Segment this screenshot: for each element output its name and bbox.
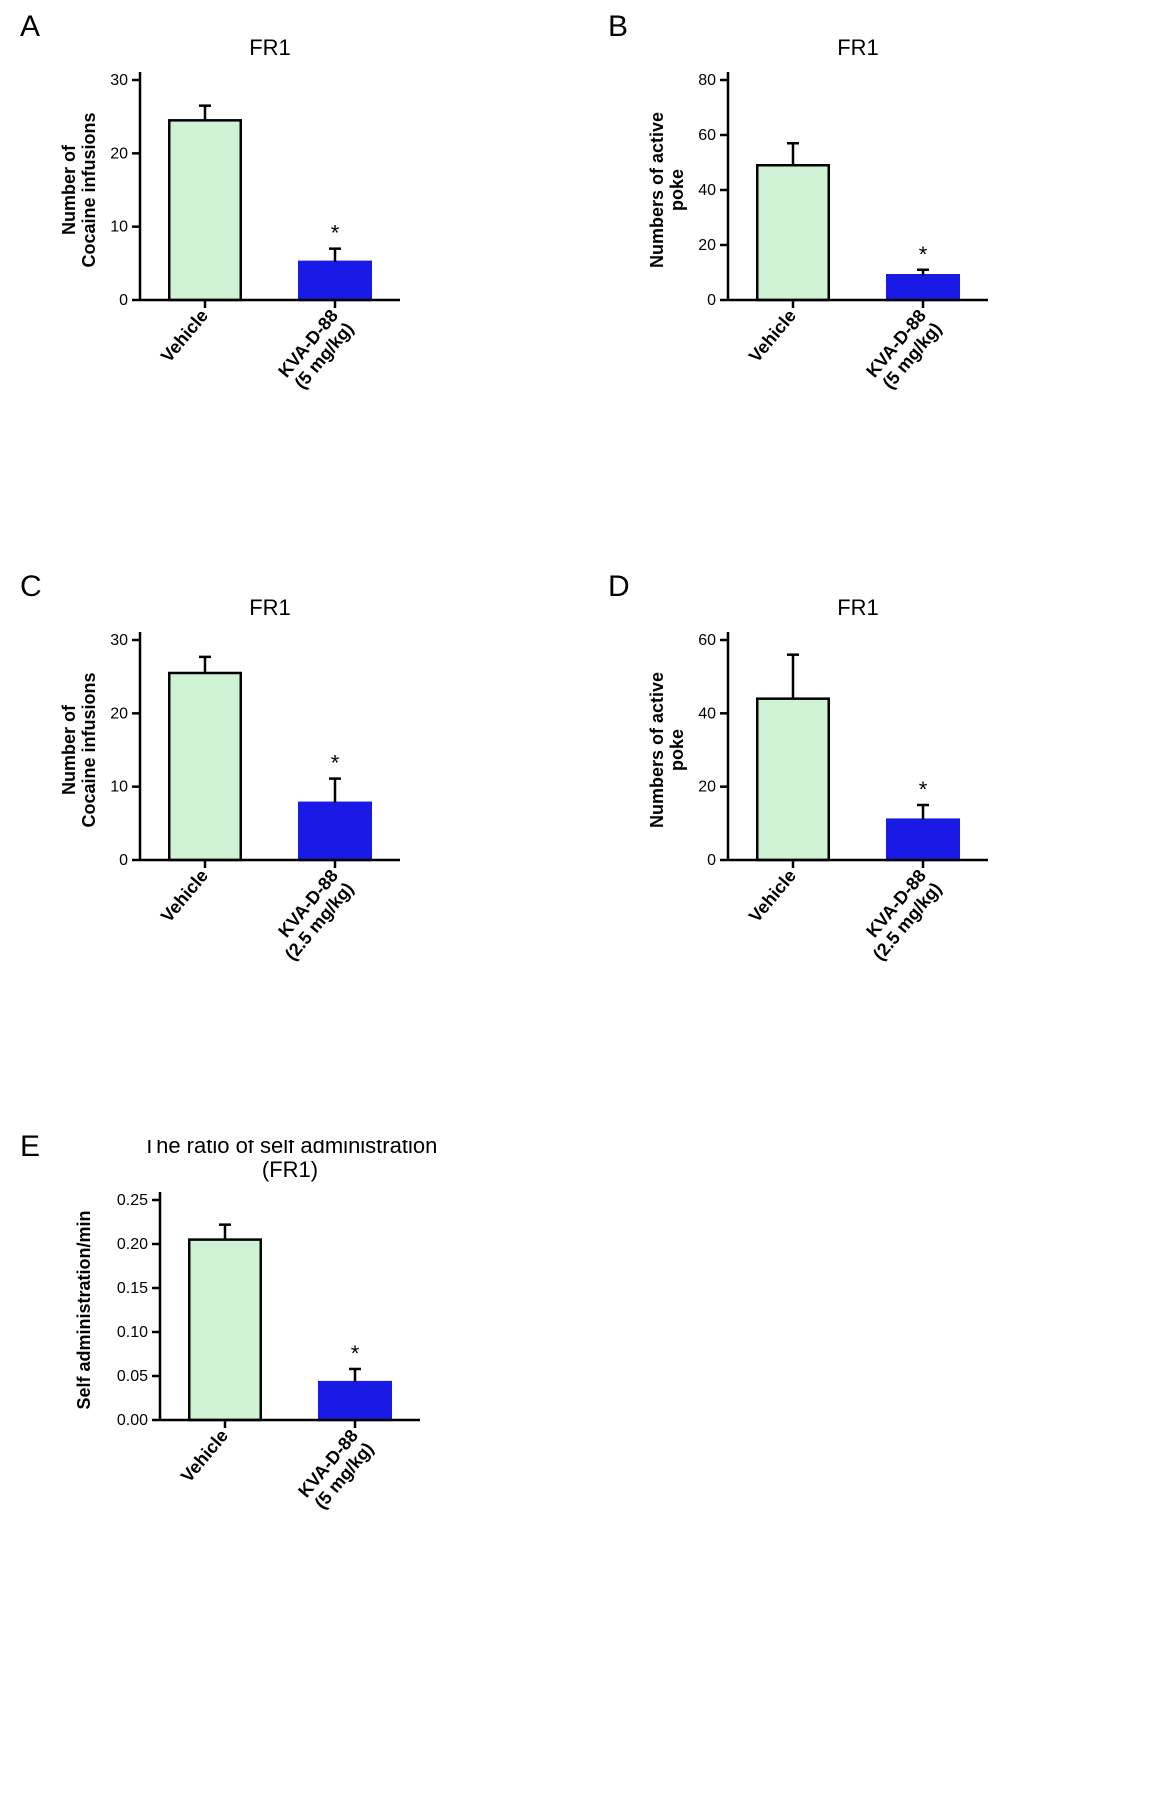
chart-title: (FR1) (262, 1157, 318, 1182)
panel-label-c: C (20, 570, 42, 604)
x-tick-label: Vehicle (177, 1426, 232, 1486)
panel-a: A FR1*0102030Number ofCocaine infusionsV… (20, 20, 568, 450)
y-tick-label: 0.00 (117, 1412, 148, 1429)
chart-D: FR1 * 0 20 40 60 Numbers of activepoke Vehicle K… (608, 580, 1128, 1010)
y-tick-label: 20 (698, 237, 716, 254)
bar (299, 262, 371, 300)
chart-title: FR1 (837, 595, 879, 620)
chart-C: FR1 * 0 10 20 30 Number ofCocaine infusions Veh… (20, 580, 540, 1010)
svg-text:Vehicle: Vehicle (177, 1426, 232, 1486)
y-tick-label: 0.10 (117, 1324, 148, 1341)
panel-c: C FR1*0102030Number ofCocaine infusionsV… (20, 580, 568, 1010)
svg-text:Vehicle: Vehicle (157, 866, 212, 926)
y-tick-label: 30 (110, 72, 128, 89)
panel-label-d: D (608, 570, 630, 604)
y-tick-label: 0.20 (117, 1236, 148, 1253)
x-tick-label: KVA-D-88(5 mg/kg) (294, 1426, 377, 1514)
y-tick-label: 0 (707, 852, 716, 869)
chart-E: The ratio of self administration(FR1) * 0.… (20, 1140, 540, 1570)
y-tick-label: 20 (110, 145, 128, 162)
y-axis-label: Cocaine infusions (79, 112, 99, 267)
svg-text:Vehicle: Vehicle (745, 306, 800, 366)
sig-marker: * (331, 751, 340, 776)
bar (169, 120, 241, 300)
panel-label-e: E (20, 1130, 40, 1164)
chart-title: FR1 (837, 35, 879, 60)
y-tick-label: 40 (698, 182, 716, 199)
y-tick-label: 20 (110, 705, 128, 722)
x-tick-label: Vehicle (745, 306, 800, 366)
svg-text:Vehicle: Vehicle (745, 866, 800, 926)
chart-A: FR1 * 0 10 20 30 Number ofCocaine infusions Veh… (20, 20, 540, 450)
panel-d: D FR1*0204060Numbers of activepokeVehicl… (608, 580, 1156, 1010)
figure-grid: A FR1*0102030Number ofCocaine infusionsV… (20, 20, 1156, 1570)
svg-text:Vehicle: Vehicle (157, 306, 212, 366)
bar (299, 803, 371, 860)
y-tick-label: 30 (110, 632, 128, 649)
sig-marker: * (919, 777, 928, 802)
y-axis-label: poke (667, 169, 687, 211)
y-tick-label: 60 (698, 632, 716, 649)
y-axis-label: Numbers of active (647, 672, 667, 828)
chart-title: FR1 (249, 35, 291, 60)
chart-title: The ratio of self administration (143, 1140, 438, 1158)
y-tick-label: 0 (119, 852, 128, 869)
sig-marker: * (919, 242, 928, 267)
bar (189, 1240, 261, 1420)
y-axis-label: Self administration/min (74, 1210, 94, 1409)
sig-marker: * (331, 221, 340, 246)
bar (757, 699, 829, 860)
x-tick-label: Vehicle (157, 306, 212, 366)
panel-b: B FR1*020406080Numbers of activepokeVehi… (608, 20, 1156, 450)
x-tick-label: KVA-D-88(5 mg/kg) (274, 306, 357, 394)
y-tick-label: 0.15 (117, 1280, 148, 1297)
x-tick-label: KVA-D-88(2.5 mg/kg) (266, 866, 358, 965)
y-axis-label: Numbers of active (647, 112, 667, 268)
bar (887, 275, 959, 300)
y-tick-label: 80 (698, 72, 716, 89)
bar (169, 673, 241, 860)
chart-title: FR1 (249, 595, 291, 620)
y-tick-label: 20 (698, 779, 716, 796)
panel-label-a: A (20, 10, 40, 44)
y-axis-label: Cocaine infusions (79, 672, 99, 827)
y-tick-label: 0.05 (117, 1368, 148, 1385)
sig-marker: * (351, 1341, 360, 1366)
y-tick-label: 60 (698, 127, 716, 144)
panel-e: E The ratio of self administration(FR1)*… (20, 1140, 568, 1570)
y-axis-label: Number of (59, 144, 79, 235)
y-tick-label: 40 (698, 705, 716, 722)
chart-B: FR1 * 0 20 40 60 80 Numbers of activepoke Vehicl… (608, 20, 1128, 450)
bar (887, 820, 959, 860)
x-tick-label: Vehicle (745, 866, 800, 926)
x-tick-label: Vehicle (157, 866, 212, 926)
y-axis-label: Number of (59, 704, 79, 795)
y-tick-label: 0 (119, 292, 128, 309)
y-tick-label: 0.25 (117, 1192, 148, 1209)
y-tick-label: 0 (707, 292, 716, 309)
x-tick-label: KVA-D-88(5 mg/kg) (862, 306, 945, 394)
y-tick-label: 10 (110, 779, 128, 796)
y-tick-label: 10 (110, 219, 128, 236)
x-tick-label: KVA-D-88(2.5 mg/kg) (854, 866, 946, 965)
bar (757, 165, 829, 300)
bar (319, 1382, 391, 1420)
y-axis-label: poke (667, 729, 687, 771)
panel-label-b: B (608, 10, 628, 44)
